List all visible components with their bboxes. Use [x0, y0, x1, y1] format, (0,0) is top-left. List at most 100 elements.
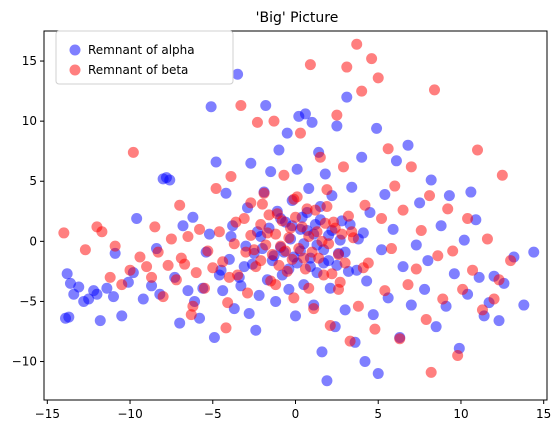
data-point [419, 283, 431, 295]
data-point [225, 170, 237, 182]
data-point [235, 280, 247, 292]
data-point [296, 221, 308, 233]
data-point [107, 291, 119, 303]
data-point [298, 252, 310, 264]
data-point [280, 245, 292, 257]
data-point [470, 214, 482, 226]
data-point [306, 116, 318, 128]
data-point [220, 187, 232, 199]
y-tick-label: 10 [22, 114, 37, 128]
data-point [96, 226, 108, 238]
data-point [303, 182, 315, 194]
data-point [385, 243, 397, 255]
data-point [223, 271, 235, 283]
data-point [207, 262, 219, 274]
data-point [245, 197, 257, 209]
data-point [376, 244, 388, 256]
data-point [452, 350, 464, 362]
data-point [341, 91, 353, 103]
data-point [299, 108, 311, 120]
data-point [141, 261, 153, 273]
data-point [63, 311, 75, 323]
data-point [260, 100, 272, 112]
data-point [232, 68, 244, 80]
data-point [250, 261, 262, 273]
data-point [165, 233, 177, 245]
data-point [301, 203, 313, 215]
data-point [410, 263, 422, 275]
data-point [283, 283, 295, 295]
data-point [61, 268, 73, 280]
data-point [371, 122, 383, 134]
data-point [290, 211, 301, 223]
data-point [261, 227, 273, 239]
data-point [276, 215, 288, 227]
data-point [134, 251, 146, 263]
data-point [321, 200, 333, 212]
data-point [194, 223, 206, 235]
data-point [174, 199, 186, 211]
data-point [228, 238, 240, 250]
legend: Remnant of alpha Remnant of beta [55, 30, 234, 85]
data-point [415, 225, 427, 237]
data-point [428, 84, 440, 96]
data-point [376, 213, 388, 224]
data-point [324, 282, 336, 294]
data-point [146, 271, 158, 283]
data-point [270, 295, 282, 307]
x-tick-label: −15 [35, 407, 60, 421]
data-point [458, 234, 470, 246]
data-point [342, 210, 354, 222]
data-point [333, 249, 345, 261]
data-point [248, 244, 260, 256]
axes-layer: −15 −10 −5 0 5 10 15 −10 −5 0 5 10 15 [12, 30, 551, 421]
legend-label-alpha: Remnant of alpha [88, 43, 195, 57]
data-point [321, 375, 333, 387]
data-point [208, 332, 220, 343]
series-1-points [58, 38, 517, 378]
data-point [217, 256, 229, 268]
data-point [245, 229, 257, 241]
data-point [367, 309, 379, 321]
data-point [442, 203, 454, 215]
data-point [210, 182, 222, 194]
data-point [342, 265, 354, 277]
data-point [217, 285, 229, 297]
data-point [319, 168, 331, 180]
data-point [101, 282, 113, 294]
data-point [476, 304, 488, 316]
data-point [379, 188, 391, 200]
data-point [366, 53, 378, 65]
data-point [314, 151, 326, 163]
data-point [242, 287, 254, 299]
data-point [488, 293, 500, 305]
legend-box [55, 30, 234, 85]
data-point [311, 226, 323, 238]
data-point [235, 100, 247, 112]
data-point [352, 300, 364, 312]
data-point [462, 213, 474, 224]
x-tick-label: −5 [204, 407, 222, 421]
data-point [422, 255, 434, 267]
data-point [278, 169, 290, 181]
data-point [270, 279, 282, 291]
data-point [331, 259, 343, 271]
data-point [303, 282, 315, 294]
data-point [402, 139, 414, 151]
data-point [339, 257, 351, 269]
data-point [394, 333, 406, 345]
y-tick-label: −10 [12, 355, 37, 369]
data-point [199, 282, 210, 294]
data-point [258, 187, 270, 199]
data-point [149, 221, 161, 233]
data-point [424, 190, 436, 202]
data-point [387, 223, 399, 235]
data-point [64, 277, 76, 289]
data-point [177, 220, 189, 232]
data-point [472, 144, 484, 156]
data-point [420, 313, 432, 325]
data-point [397, 261, 409, 273]
data-point [245, 157, 257, 169]
data-point [331, 120, 343, 132]
data-point [410, 239, 422, 251]
